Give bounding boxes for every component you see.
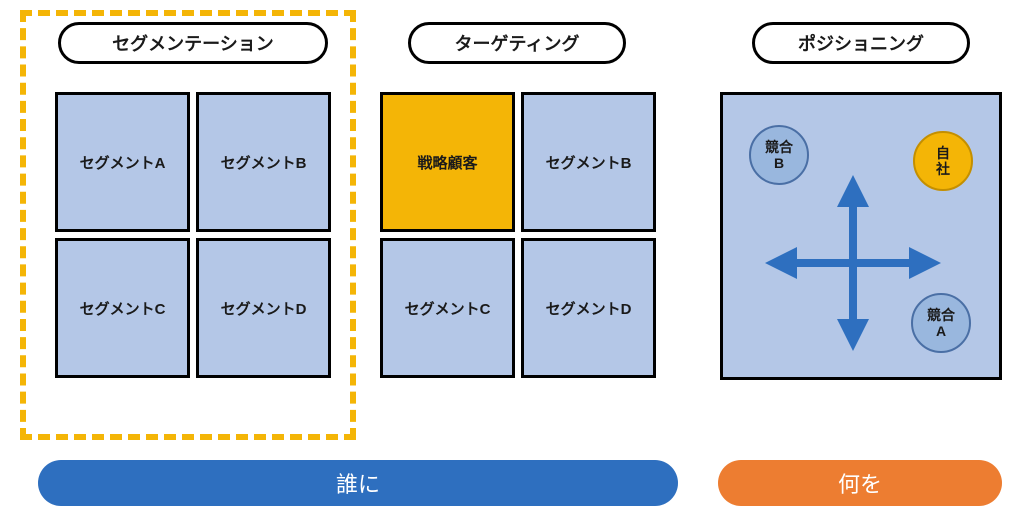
segmentation-header-label: セグメンテーション	[112, 30, 274, 56]
positioning-panel: 競合 B 自 社競合 A	[720, 92, 1002, 380]
positioning-circle-own: 自 社	[913, 131, 973, 191]
segmentation-grid: セグメントA セグメントB セグメントC セグメントD	[55, 92, 331, 378]
targeting-cell-1: セグメントB	[521, 92, 656, 232]
bottom-bar-who-label: 誰に	[336, 467, 380, 499]
targeting-header-label: ターゲティング	[455, 30, 580, 56]
targeting-grid: 戦略顧客 セグメントB セグメントC セグメントD	[380, 92, 656, 378]
targeting-cell-2-label: セグメントC	[405, 298, 491, 319]
positioning-circle-competitor_a-label: 競合 A	[927, 307, 955, 339]
positioning-header: ポジショニング	[752, 22, 970, 64]
bottom-bar-who: 誰に	[38, 460, 678, 506]
positioning-circle-competitor_b: 競合 B	[749, 125, 809, 185]
segmentation-cell-3-label: セグメントD	[221, 298, 307, 319]
targeting-cell-2: セグメントC	[380, 238, 515, 378]
positioning-circle-competitor_b-label: 競合 B	[765, 139, 793, 171]
targeting-cell-0-label: 戦略顧客	[417, 152, 477, 173]
targeting-cell-3-label: セグメントD	[546, 298, 632, 319]
segmentation-cell-1: セグメントB	[196, 92, 331, 232]
segmentation-cell-1-label: セグメントB	[221, 152, 307, 173]
bottom-bar-what: 何を	[718, 460, 1002, 506]
positioning-header-label: ポジショニング	[798, 30, 924, 56]
bottom-bar-what-label: 何を	[838, 467, 882, 499]
segmentation-cell-3: セグメントD	[196, 238, 331, 378]
segmentation-header: セグメンテーション	[58, 22, 328, 64]
targeting-cell-3: セグメントD	[521, 238, 656, 378]
positioning-circle-own-label: 自 社	[936, 145, 950, 177]
positioning-circle-competitor_a: 競合 A	[911, 293, 971, 353]
targeting-header: ターゲティング	[408, 22, 626, 64]
segmentation-cell-0-label: セグメントA	[80, 152, 166, 173]
segmentation-cell-2: セグメントC	[55, 238, 190, 378]
segmentation-cell-0: セグメントA	[55, 92, 190, 232]
segmentation-cell-2-label: セグメントC	[80, 298, 166, 319]
targeting-cell-1-label: セグメントB	[546, 152, 632, 173]
targeting-cell-0: 戦略顧客	[380, 92, 515, 232]
